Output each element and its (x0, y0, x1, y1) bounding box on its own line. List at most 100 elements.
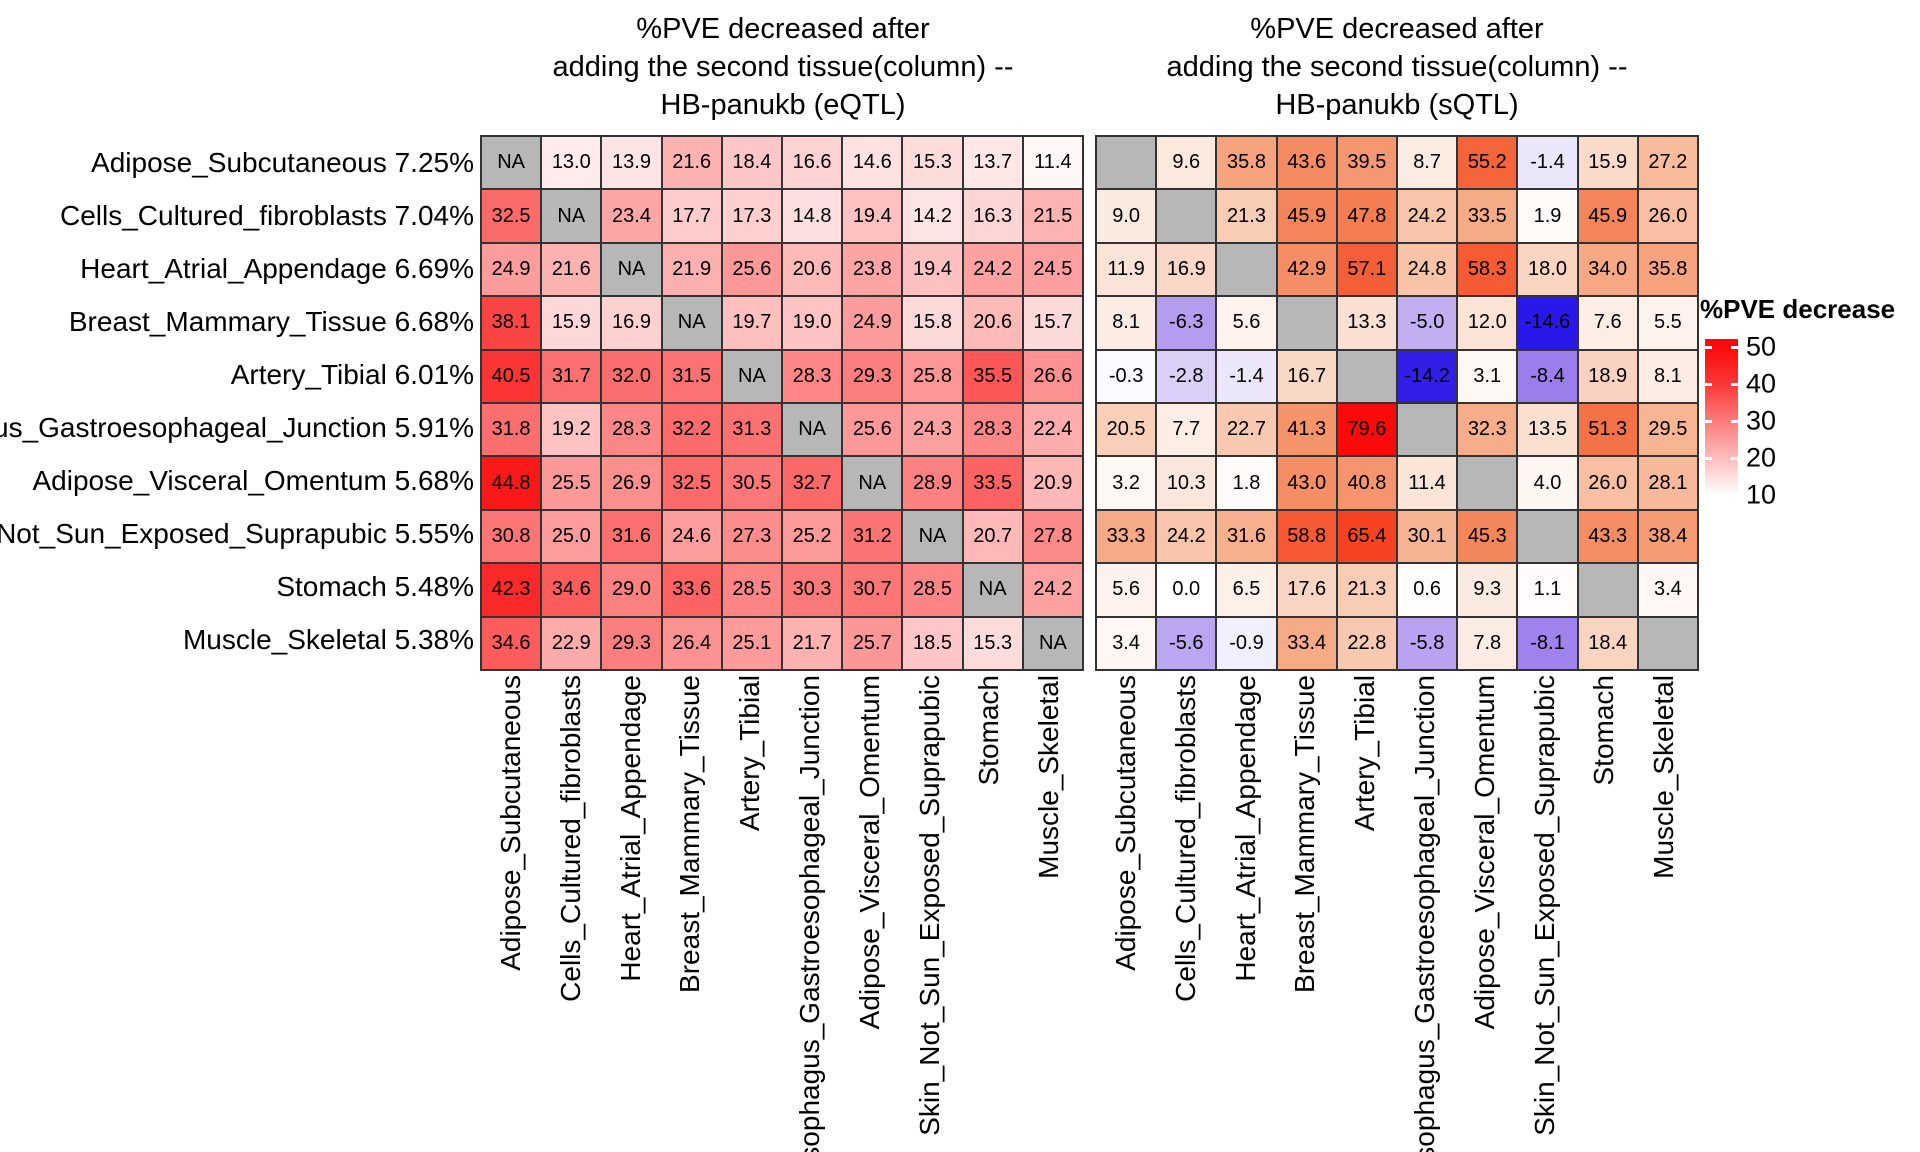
heatmap-cell: 15.3 (903, 137, 962, 189)
column-label: Heart_Atrial_Appendage (1229, 675, 1261, 982)
column-label: Breast_Mammary_Tissue (674, 675, 706, 993)
heatmap-cell: 25.6 (722, 243, 781, 296)
heatmap-cell: 21.7 (783, 617, 842, 669)
legend-tick-mark (1705, 493, 1712, 497)
heatmap-cell: 42.9 (1277, 243, 1336, 296)
heatmap-cell: 45.9 (1578, 190, 1637, 242)
heatmap-cell: 32.7 (783, 457, 842, 509)
legend-tick-label: 40 (1746, 368, 1777, 399)
heatmap-cell: NA (602, 243, 661, 296)
heatmap-cell: 29.3 (602, 617, 661, 669)
heatmap-cell: -8.1 (1518, 617, 1577, 669)
heatmap-cell: 23.4 (602, 190, 661, 242)
heatmap-cell (1458, 457, 1517, 509)
right-panel-title: %PVE decreased after adding the second t… (1166, 13, 1628, 121)
heatmap-cell: 14.6 (843, 137, 902, 189)
heatmap-cell: 35.8 (1638, 243, 1697, 296)
heatmap-cell: 28.1 (1638, 457, 1697, 509)
heatmap-cell: 15.9 (542, 297, 601, 349)
heatmap-cell: NA (783, 404, 842, 456)
left-panel-title: %PVE decreased after adding the second t… (552, 13, 1014, 121)
heatmap-cell: 79.6 (1337, 404, 1396, 456)
heatmap-cell: 3.4 (1638, 564, 1697, 616)
heatmap-cell: 43.3 (1578, 510, 1637, 563)
row-label: Breast_Mammary_Tissue 6.68% (68, 305, 474, 337)
column-label-box: Heart_Atrial_Appendage (602, 675, 660, 1152)
heatmap-cell: 22.9 (542, 617, 601, 669)
heatmap-cell: 43.0 (1277, 457, 1336, 509)
heatmap-cell: 43.6 (1277, 137, 1336, 189)
heatmap-cell: 21.6 (542, 243, 601, 296)
heatmap-cell: 6.5 (1217, 564, 1276, 616)
heatmap-cell: 13.7 (963, 137, 1022, 189)
heatmap-cell: 38.4 (1638, 510, 1697, 563)
heatmap-cell: 11.4 (1023, 137, 1082, 189)
legend-tick-mark (1731, 345, 1738, 349)
heatmap-cell (1277, 297, 1336, 349)
heatmap-cell: -5.0 (1398, 297, 1457, 349)
heatmap-cell: 41.3 (1277, 404, 1336, 456)
heatmap-cell (1398, 404, 1457, 456)
heatmap-cell: 18.9 (1578, 350, 1637, 402)
column-label-box: Esophagus_Gastroesophageal_Junction (781, 675, 839, 1152)
column-label: Adipose_Visceral_Omentum (1468, 675, 1500, 1030)
heatmap-cell: 3.1 (1458, 350, 1517, 402)
column-label: Breast_Mammary_Tissue (1289, 675, 1321, 993)
heatmap-cell: 32.3 (1458, 404, 1517, 456)
heatmap-cell: -5.6 (1157, 617, 1216, 669)
heatmap-cell: 10.3 (1157, 457, 1216, 509)
heatmap-cell: 3.4 (1097, 617, 1156, 669)
heatmap-cell: 31.6 (602, 510, 661, 563)
legend-tick-mark (1705, 382, 1712, 386)
column-label-box: Cells_Cultured_fibroblasts (542, 675, 600, 1152)
heatmap-cell: 18.5 (903, 617, 962, 669)
column-label: Adipose_Subcutaneous (495, 675, 526, 971)
row-label: Muscle_Skeletal 5.38% (182, 623, 474, 655)
heatmap-cell: 23.8 (843, 243, 902, 296)
heatmap-cell: 20.6 (963, 297, 1022, 349)
heatmap-cell: 45.9 (1277, 190, 1336, 242)
legend-tick-label: 50 (1746, 331, 1777, 362)
heatmap-cell: 32.2 (662, 404, 721, 456)
heatmap-cell: NA (843, 457, 902, 509)
column-label-box: Stomach (1575, 675, 1633, 1152)
legend-tick-label: 10 (1746, 479, 1777, 510)
heatmap-cell: 29.3 (843, 350, 902, 402)
heatmap-cell: 24.5 (1023, 243, 1082, 296)
heatmap-cell: 33.4 (1277, 617, 1336, 669)
heatmap-cell: 30.7 (843, 564, 902, 616)
heatmap-cell: 28.9 (903, 457, 962, 509)
heatmap-cell: 18.4 (722, 137, 781, 189)
heatmap-cell: 26.0 (1578, 457, 1637, 509)
heatmap-cell: 19.0 (783, 297, 842, 349)
heatmap-cell: 16.3 (963, 190, 1022, 242)
heatmap-cell: 24.9 (482, 243, 541, 296)
heatmap-cell: 5.5 (1638, 297, 1697, 349)
heatmap-cell: 8.1 (1097, 297, 1156, 349)
heatmap-cell: 34.0 (1578, 243, 1637, 296)
column-label-box: Adipose_Subcutaneous (1097, 675, 1155, 1152)
heatmap-cell: 11.9 (1097, 243, 1156, 296)
eqtl-heatmap: NA 13.0 13.9 21.6 18.4 16.6 14.6 15.3 13.7 11.4 32… (480, 135, 1084, 671)
heatmap-cell: 15.9 (1578, 137, 1637, 189)
heatmap-cell: -6.3 (1157, 297, 1216, 349)
heatmap-cell: 28.3 (602, 404, 661, 456)
column-label-box: Artery_Tibial (1336, 675, 1394, 1152)
heatmap-cell: 26.4 (662, 617, 721, 669)
legend-tick-mark (1731, 419, 1738, 423)
heatmap-cell: 29.0 (602, 564, 661, 616)
heatmap-cell: 25.7 (843, 617, 902, 669)
column-label-box: Muscle_Skeletal (1635, 675, 1693, 1152)
column-label-box: Breast_Mammary_Tissue (661, 675, 719, 1152)
column-label: Artery_Tibial (1349, 675, 1381, 832)
column-label: Artery_Tibial (734, 675, 766, 832)
heatmap-cell: 31.2 (843, 510, 902, 563)
heatmap-cell: -5.8 (1398, 617, 1457, 669)
heatmap-cell: 27.3 (722, 510, 781, 563)
row-label: Cells_Cultured_fibroblasts 7.04% (60, 199, 474, 231)
heatmap-cell: 20.6 (783, 243, 842, 296)
heatmap-cell: 33.3 (1097, 510, 1156, 563)
column-label: Stomach (1588, 675, 1620, 786)
heatmap-cell: 1.8 (1217, 457, 1276, 509)
